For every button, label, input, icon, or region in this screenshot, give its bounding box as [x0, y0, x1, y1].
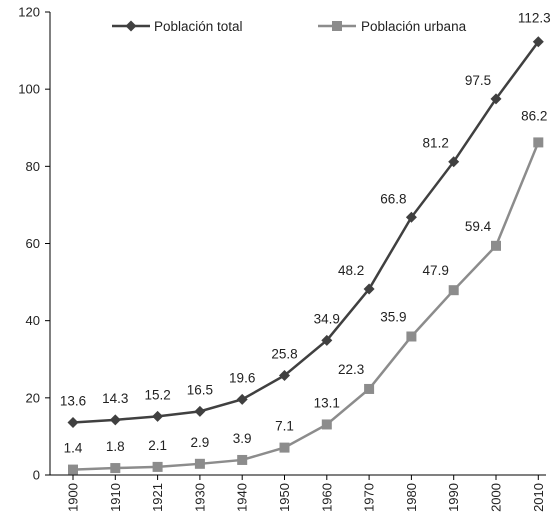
- x-tick-label: 1910: [108, 483, 123, 512]
- data-label: 97.5: [465, 73, 491, 88]
- data-point: [405, 211, 417, 223]
- data-label: 3.9: [233, 431, 252, 446]
- x-tick-label: 1990: [446, 483, 461, 512]
- data-point: [68, 464, 78, 475]
- x-tick-label: 1921: [150, 483, 165, 512]
- x-tick-labels: 1900 1910 1921 1930 1940 1950 1960 1970 1980 1990…: [66, 483, 546, 512]
- x-tick-label: 1970: [362, 483, 377, 512]
- series-line: [72, 40, 540, 424]
- data-label: 16.5: [187, 382, 213, 397]
- data-label: 22.3: [338, 362, 364, 377]
- data-label: 48.2: [338, 263, 364, 278]
- x-tick-label: 1900: [66, 483, 81, 512]
- y-tick-label: 80: [26, 159, 40, 174]
- x-tick-label: 1980: [404, 483, 419, 512]
- data-point: [448, 156, 460, 168]
- data-label: 2.9: [191, 435, 210, 450]
- axes: [45, 11, 546, 480]
- x-tick-label: 1960: [319, 483, 334, 512]
- data-label: 13.1: [314, 395, 340, 410]
- data-label: 14.3: [102, 391, 128, 406]
- data-point: [532, 36, 544, 48]
- y-tick-label: 20: [26, 390, 40, 405]
- y-tick-label: 100: [18, 82, 40, 97]
- legend-marker: [125, 20, 137, 32]
- data-point: [152, 410, 164, 422]
- data-label: 81.2: [423, 136, 449, 151]
- data-point: [110, 463, 121, 474]
- data-label: 47.9: [423, 263, 449, 278]
- data-label: 7.1: [275, 419, 294, 434]
- data-point: [321, 419, 332, 430]
- data-labels: 13.6 14.3 15.2 16.5 19.6 25.8 34.9 48.2 66.8 81.2…: [60, 11, 551, 456]
- data-point: [448, 285, 459, 296]
- data-point: [194, 458, 205, 469]
- legend-item-total: Población total: [112, 19, 243, 34]
- legend-item-urban: Población urbana: [318, 19, 467, 34]
- series-urban: [68, 137, 544, 475]
- data-label: 66.8: [380, 191, 406, 206]
- data-point: [491, 240, 501, 251]
- data-label: 112.3: [518, 11, 551, 26]
- x-tick-label: 2000: [489, 483, 504, 512]
- data-point: [406, 331, 417, 342]
- data-label: 2.1: [148, 438, 167, 453]
- data-point: [236, 393, 248, 405]
- y-tick-label: 0: [33, 468, 40, 483]
- data-point: [364, 383, 375, 394]
- series-line: [72, 141, 540, 471]
- data-point: [109, 414, 121, 426]
- data-label: 34.9: [314, 311, 340, 326]
- x-tick-label: 1950: [277, 483, 292, 512]
- data-point: [152, 461, 163, 472]
- y-tick-label: 60: [26, 236, 40, 251]
- data-point: [194, 405, 206, 417]
- x-tick-label: 1930: [192, 483, 207, 512]
- series-layer: [67, 36, 544, 475]
- legend-marker: [332, 21, 342, 31]
- data-label: 19.6: [229, 370, 255, 385]
- x-tick-label: 1940: [235, 483, 250, 512]
- data-label: 1.8: [106, 439, 125, 454]
- legend: Población total Población urbana: [112, 19, 467, 34]
- y-tick-label: 40: [26, 313, 40, 328]
- x-tick-label: 2010: [531, 483, 546, 512]
- data-point: [279, 442, 290, 453]
- data-point: [279, 369, 290, 381]
- data-point: [67, 417, 79, 429]
- data-label: 15.2: [144, 387, 170, 402]
- data-label: 25.8: [271, 346, 297, 361]
- legend-label: Población urbana: [361, 19, 467, 34]
- data-point: [363, 283, 375, 295]
- data-label: 59.4: [465, 219, 492, 234]
- data-label: 13.6: [60, 394, 86, 409]
- y-tick-label: 120: [18, 5, 40, 20]
- data-label: 35.9: [380, 309, 406, 324]
- data-label: 1.4: [64, 441, 83, 456]
- series-total: [67, 36, 544, 429]
- legend-label: Población total: [154, 19, 243, 34]
- data-point: [321, 334, 333, 346]
- y-tick-labels: 0 20 40 60 80 100 120: [18, 5, 40, 483]
- data-point: [237, 454, 248, 465]
- data-label: 86.2: [521, 108, 547, 123]
- data-point: [490, 93, 502, 105]
- data-point: [533, 137, 544, 148]
